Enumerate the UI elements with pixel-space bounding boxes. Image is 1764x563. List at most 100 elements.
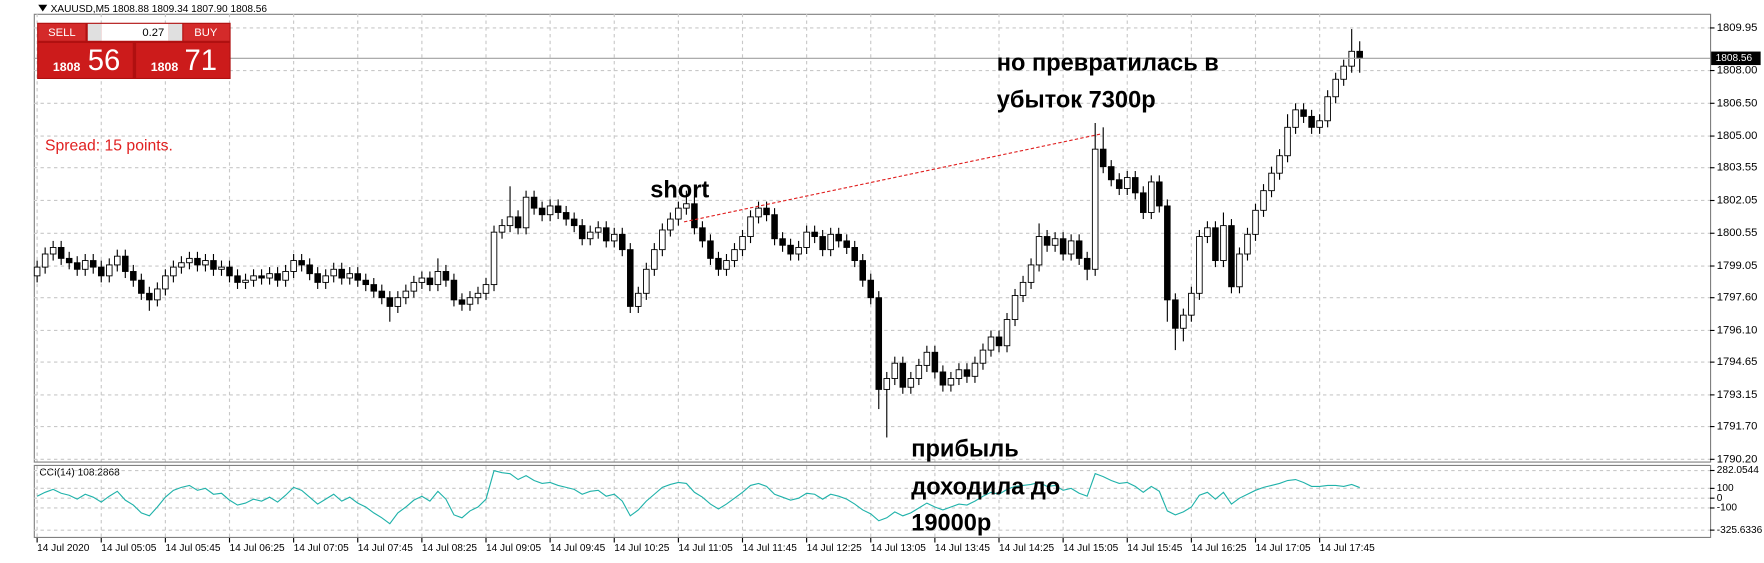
lot-value[interactable]: 0.27 xyxy=(142,27,164,39)
ask-big[interactable]: 1808 xyxy=(151,60,179,74)
candle-body xyxy=(1051,238,1059,246)
candle-body xyxy=(1140,192,1147,213)
candle-body xyxy=(442,271,450,281)
candle-body xyxy=(506,216,514,227)
candle-body xyxy=(995,336,1003,347)
ask-small[interactable]: 71 xyxy=(185,45,218,77)
candle-body xyxy=(795,247,802,255)
candle-body xyxy=(683,203,690,209)
candle-body xyxy=(731,249,738,262)
candle-body xyxy=(1019,281,1027,296)
candle-body xyxy=(1316,120,1323,128)
candle-body xyxy=(1107,166,1115,181)
candle-body xyxy=(803,231,810,248)
candle-body xyxy=(955,369,963,379)
x-tick-label: 14 Jul 07:05 xyxy=(294,543,349,554)
bid-small[interactable]: 56 xyxy=(88,45,121,77)
candle-body xyxy=(578,225,586,240)
candle-body xyxy=(979,349,987,364)
candle-body xyxy=(33,266,41,277)
candle-body xyxy=(875,297,883,390)
y-tick-label: 1800.55 xyxy=(1717,227,1758,239)
lot-up[interactable] xyxy=(168,23,183,41)
y-tick-label: 1797.60 xyxy=(1717,292,1758,304)
lot-down[interactable] xyxy=(87,23,102,41)
candle-body xyxy=(859,260,866,281)
candle-body xyxy=(867,279,875,299)
candle-body xyxy=(811,231,818,237)
sell-button[interactable] xyxy=(38,23,86,41)
candle-body xyxy=(1300,109,1307,117)
candle-body xyxy=(1091,148,1099,270)
y-tick-label: 1809.95 xyxy=(1717,22,1758,34)
candle-body xyxy=(266,273,273,279)
y-tick-label: 1799.05 xyxy=(1717,260,1758,272)
y-tick-label: 100 xyxy=(1717,483,1734,494)
candle-body xyxy=(899,362,907,388)
cci-line xyxy=(36,470,1360,525)
candle-body xyxy=(987,336,995,351)
candle-body xyxy=(971,362,979,377)
candle-body xyxy=(186,257,193,264)
x-tick-label: 14 Jul 17:45 xyxy=(1320,543,1375,554)
x-tick-label: 14 Jul 06:25 xyxy=(230,543,285,554)
candle-body xyxy=(659,229,666,251)
candle-body xyxy=(106,264,113,277)
candle-body xyxy=(1260,190,1267,211)
candle-body xyxy=(138,279,145,294)
candle-body xyxy=(1268,172,1275,192)
candle-body xyxy=(538,207,546,216)
candle-body xyxy=(1236,253,1243,288)
candle-body xyxy=(594,227,602,233)
candle-body xyxy=(675,207,682,220)
x-tick-label: 14 Jul 15:05 xyxy=(1063,543,1118,554)
candle-body xyxy=(627,249,634,307)
sell-label[interactable]: SELL xyxy=(48,27,76,39)
candle-body xyxy=(546,205,554,216)
x-tick-label: 14 Jul 13:45 xyxy=(935,543,990,554)
candle-body xyxy=(691,203,698,229)
candle-body xyxy=(651,249,658,270)
ask-box[interactable] xyxy=(136,43,230,78)
candle-body xyxy=(234,275,241,283)
candle-body xyxy=(562,212,570,220)
candle-body xyxy=(1228,225,1235,288)
candle-body xyxy=(931,351,939,373)
bid-box[interactable] xyxy=(38,43,133,78)
candle-body xyxy=(450,279,458,301)
candle-body xyxy=(1244,233,1251,255)
bid-marker-label: 1808.56 xyxy=(1716,53,1753,64)
x-tick-label: 14 Jul 15:45 xyxy=(1127,543,1182,554)
y-tick-label: 1796.10 xyxy=(1717,324,1758,336)
buy-label[interactable]: BUY xyxy=(194,27,218,39)
candle-body xyxy=(122,255,129,272)
buy-button[interactable] xyxy=(183,23,230,41)
y-tick-label: 0 xyxy=(1717,493,1723,504)
lot-field[interactable] xyxy=(101,23,169,41)
annotation: short xyxy=(650,178,709,204)
spread-label: Spread: 15 points. xyxy=(45,138,173,155)
candle-body xyxy=(939,371,947,386)
candle-body xyxy=(73,262,81,270)
candle-body xyxy=(619,233,626,251)
candle-body xyxy=(1324,96,1331,122)
x-tick-label: 14 Jul 11:05 xyxy=(678,543,733,554)
candle-body xyxy=(362,279,370,286)
bid-big[interactable]: 1808 xyxy=(53,60,81,74)
y-tick-label: 1790.20 xyxy=(1717,453,1758,465)
candle-body xyxy=(963,369,971,377)
candle-body xyxy=(354,273,362,281)
candle-body xyxy=(1075,240,1083,259)
candle-body xyxy=(394,297,402,307)
candle-body xyxy=(923,351,931,366)
candle-body xyxy=(57,247,65,259)
candle-body xyxy=(947,378,955,386)
candle-body xyxy=(1123,177,1131,189)
y-tick-label: 1808.00 xyxy=(1717,65,1758,77)
candle-body xyxy=(522,196,530,229)
candle-body xyxy=(426,277,434,286)
candle-body xyxy=(1180,314,1187,329)
candle-body xyxy=(466,297,474,305)
